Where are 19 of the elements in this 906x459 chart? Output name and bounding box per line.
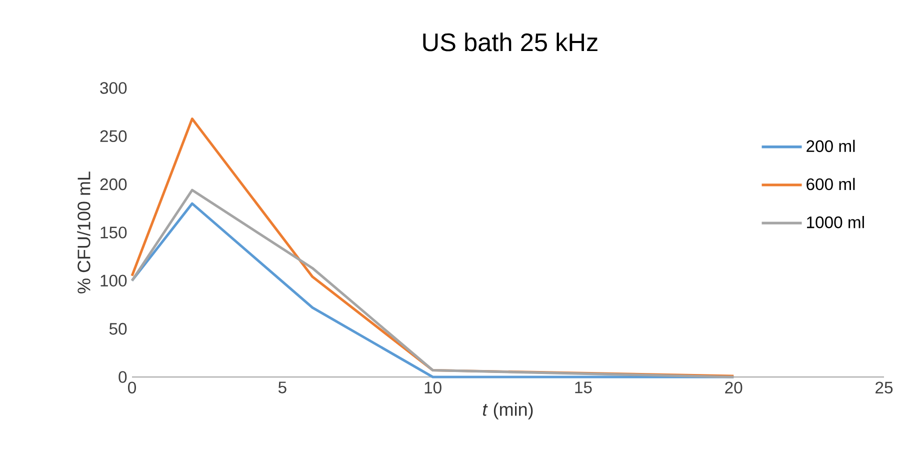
y-axis-title: % CFU/100 mL [77,172,90,294]
x-tick-label: 5 [278,382,286,394]
y-tick-label: 50 [109,322,127,335]
x-tick-label: 25 [876,382,893,394]
legend-label: 600 ml [806,178,855,190]
y-tick-label: 200 [100,178,127,190]
legend-label: 200 ml [806,140,855,152]
y-tick-label: 250 [100,130,127,142]
y-tick-label: 150 [100,226,127,238]
x-axis-title: t (min) [483,402,533,420]
chart-title: US bath 25 kHz [423,32,598,52]
x-tick-label: 10 [424,382,442,394]
y-tick-label: 300 [100,82,127,94]
x-tick-label: 0 [128,382,136,394]
x-tick-label: 15 [575,382,592,394]
legend-label: 1000 ml [807,216,864,228]
y-tick-label: 100 [100,274,127,287]
y-tick-label: 0 [118,371,127,383]
x-tick-label: 20 [725,382,742,394]
